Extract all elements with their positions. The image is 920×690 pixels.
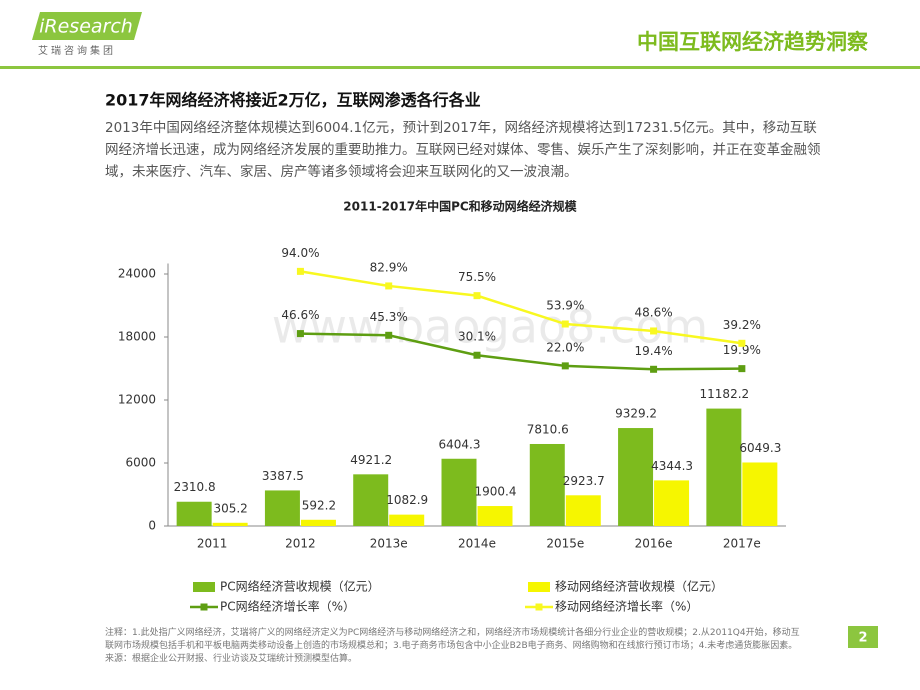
- bar: [477, 506, 513, 526]
- page-number: 2: [858, 631, 867, 646]
- line-label: 53.9%: [546, 299, 584, 313]
- line: [300, 270, 743, 345]
- x-tick-label: 2011: [197, 537, 228, 551]
- header-rule: [0, 66, 920, 69]
- line-marker: [738, 339, 746, 347]
- line-label: 22.0%: [546, 340, 584, 354]
- bar-label: 1900.4: [475, 485, 517, 499]
- line-label: 94.0%: [281, 246, 319, 260]
- bar: [742, 462, 778, 526]
- line-label: 75.5%: [458, 270, 496, 284]
- line-marker: [385, 282, 393, 290]
- slide-title: 中国互联网经济趋势洞察: [637, 30, 869, 54]
- bar-label: 305.2: [213, 501, 247, 515]
- bar-label: 2923.7: [563, 474, 605, 488]
- line-marker: [650, 365, 658, 373]
- logo-sub: 艾瑞咨询集团: [38, 44, 116, 57]
- line-marker: [561, 320, 569, 328]
- line-label: 19.9%: [723, 343, 761, 357]
- y-tick-label: 12000: [118, 393, 156, 407]
- line-label: 30.1%: [458, 330, 496, 344]
- legend-label: PC网络经济增长率（%）: [220, 599, 355, 614]
- bar-label: 4344.3: [651, 459, 693, 473]
- x-tick-label: 2016e: [635, 537, 673, 551]
- legend-label: 移动网络经济营收规模（亿元）: [555, 579, 723, 594]
- chart-title: 2011-2017年中国PC和移动网络经济规模: [343, 199, 577, 214]
- line-label: 45.3%: [370, 310, 408, 324]
- bar-label: 7810.6: [527, 422, 569, 436]
- line-label: 82.9%: [370, 260, 408, 274]
- heading: 2017年网络经济将接近2万亿，互联网渗透各行各业: [105, 91, 481, 110]
- line-marker: [473, 351, 481, 359]
- bar: [212, 522, 248, 526]
- x-tick-label: 2017e: [723, 537, 761, 551]
- bar: [389, 514, 425, 526]
- line-marker: [296, 267, 304, 275]
- paragraph: 2013年中国网络经济整体规模达到6004.1亿元，预计到2017年，网络经济规…: [105, 120, 821, 180]
- footnote-note: 注释：1.此处指广义网络经济，艾瑞将广义的网络经济定义为PC网络经济与移动网络经…: [105, 628, 800, 651]
- footnote: 注释：1.此处指广义网络经济，艾瑞将广义的网络经济定义为PC网络经济与移动网络经…: [105, 627, 805, 666]
- bar: [706, 408, 742, 526]
- line-marker: [385, 331, 393, 339]
- legend-swatch: [200, 603, 208, 611]
- bar: [264, 490, 300, 526]
- page-number-box: [848, 626, 878, 648]
- bar-label: 6049.3: [739, 441, 781, 455]
- bar: [176, 501, 212, 526]
- bar-label: 3387.5: [262, 469, 304, 483]
- x-tick-label: 2013e: [370, 537, 408, 551]
- bar-label: 1082.9: [386, 493, 428, 507]
- y-tick-label: 0: [148, 519, 156, 533]
- bar: [441, 458, 477, 526]
- legend-swatch: [535, 603, 543, 611]
- logo: iResearch: [39, 16, 133, 38]
- y-tick-label: 6000: [125, 456, 156, 470]
- line-label: 19.4%: [635, 344, 673, 358]
- bar: [529, 443, 565, 526]
- bar: [618, 428, 654, 526]
- line-marker: [561, 362, 569, 370]
- line-marker: [738, 365, 746, 373]
- legend-label: 移动网络经济增长率（%）: [555, 599, 698, 614]
- line: [300, 332, 742, 371]
- bar: [353, 474, 389, 526]
- bar: [654, 480, 690, 526]
- y-tick-label: 18000: [118, 330, 156, 344]
- bar-label: 6404.3: [439, 437, 481, 451]
- bar-label: 592.2: [302, 498, 336, 512]
- line-label: 46.6%: [281, 308, 319, 322]
- logo-shape: [32, 12, 142, 40]
- bar-label: 11182.2: [700, 387, 750, 401]
- legend-label: PC网络经济营收规模（亿元）: [220, 579, 380, 594]
- line-marker: [650, 327, 658, 335]
- watermark: www.baogao8.com: [272, 300, 708, 354]
- bar-label: 4921.2: [350, 453, 392, 467]
- line-marker: [473, 292, 481, 300]
- y-tick-label: 24000: [118, 267, 156, 281]
- bar-label: 2310.8: [174, 480, 216, 494]
- x-tick-label: 2012: [285, 537, 316, 551]
- x-tick-label: 2014e: [458, 537, 496, 551]
- bar: [300, 519, 336, 526]
- line-label: 48.6%: [635, 305, 673, 319]
- legend-swatch: [193, 582, 215, 592]
- bar-label: 9329.2: [615, 407, 657, 421]
- x-tick-label: 2015e: [546, 537, 584, 551]
- line-marker: [296, 330, 304, 338]
- legend-swatch: [528, 582, 550, 592]
- bar: [565, 495, 601, 526]
- line-label: 39.2%: [723, 318, 761, 332]
- footnote-source: 来源：根据企业公开财报、行业访谈及艾瑞统计预测模型估算。: [105, 654, 358, 664]
